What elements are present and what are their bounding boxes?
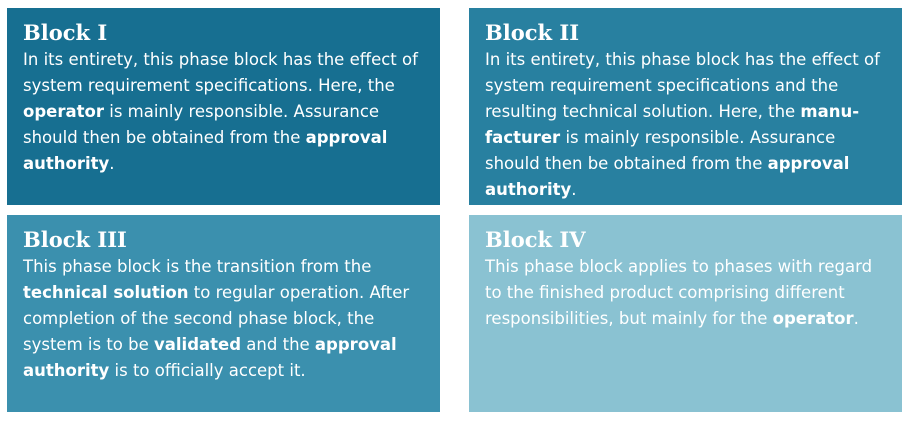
block-4-text: This phase block applies to phases with … [485,254,886,332]
block-4-title: Block IV [485,227,586,252]
emphasized-term: validated [154,335,242,354]
text-run: This phase block applies to phases with … [485,257,873,328]
block-4-box: Block IV This phase block applies to pha… [469,215,902,412]
block-1-box: Block I In its entirety, this phase bloc… [7,8,440,205]
text-run: is mainly responsible. Assurance should … [23,102,380,147]
block-2-text: In its entirety, this phase block has th… [485,47,886,203]
text-run: is mainly responsible. Assurance should … [485,128,836,173]
emphasized-term: operator [772,309,854,328]
text-run: . [109,154,115,173]
block-1-text: In its entirety, this phase block has th… [23,47,424,177]
text-run: is to officially accept it. [109,361,306,380]
text-run: to regular operation. After completion o… [23,283,410,354]
emphasized-term: approval authority [485,154,850,199]
emphasized-term: operator [23,102,104,121]
text-run: . [853,309,859,328]
text-run: . [571,180,577,199]
emphasized-term: manu-facturer [485,102,860,147]
block-2-title: Block II [485,20,580,45]
emphasized-term: approval authority [23,335,397,380]
block-3-text: This phase block is the transition from … [23,254,424,384]
text-run: and the [241,335,315,354]
emphasized-term: approval authority [23,128,388,173]
emphasized-term: technical solution [23,283,189,302]
block-3-title: Block III [23,227,127,252]
block-3-box: Block III This phase block is the transi… [7,215,440,412]
text-run: In its entirety, this phase block has th… [23,50,418,95]
block-2-box: Block II In its entirety, this phase blo… [469,8,902,205]
text-run: This phase block is the transition from … [23,257,372,276]
text-run: In its entirety, this phase block has th… [485,50,880,121]
block-1-title: Block I [23,20,108,45]
